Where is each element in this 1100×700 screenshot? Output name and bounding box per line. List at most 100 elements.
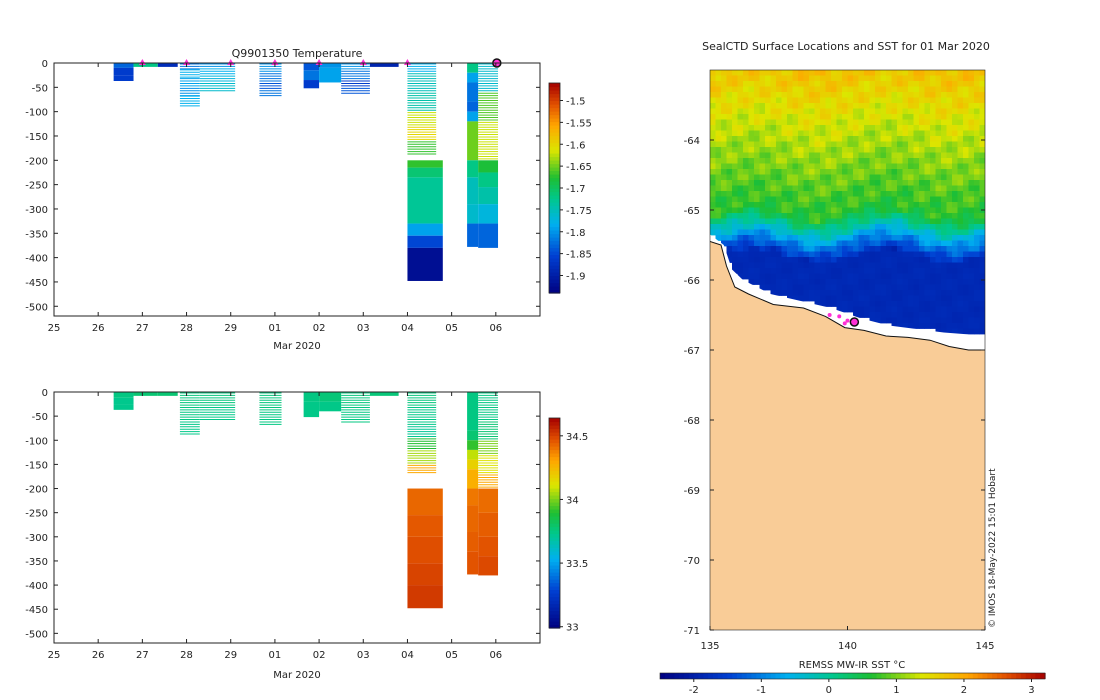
sst-cell (941, 108, 947, 115)
sst-cell (853, 279, 859, 285)
sst-cell (792, 251, 799, 258)
sst-cell (974, 268, 980, 274)
sst-cell (902, 180, 909, 186)
profile-cell (467, 459, 479, 470)
sst-cell (847, 174, 854, 181)
sst-cell (891, 213, 898, 219)
sst-cell (869, 92, 876, 98)
sst-cell (737, 136, 744, 142)
sst-cell (864, 136, 870, 142)
sst-cell (891, 229, 898, 236)
sst-cell (886, 114, 892, 120)
sst-cell (710, 108, 716, 115)
sst-cell (721, 202, 727, 208)
sst-cell (825, 273, 832, 280)
sst-cell (792, 169, 799, 175)
sst-cell (710, 103, 716, 109)
sst-cell (952, 268, 958, 274)
sst-cell (974, 114, 980, 120)
sst-cell (864, 97, 870, 104)
sst-cell (930, 196, 936, 203)
sst-cell (726, 75, 733, 82)
sst-cell (787, 119, 793, 126)
sst-cell (820, 119, 826, 126)
sst-cell (781, 86, 788, 93)
sst-cell (902, 312, 909, 318)
sst-colorbar-swatch (982, 673, 988, 679)
sst-cell (831, 279, 837, 285)
sst-cell (765, 130, 771, 137)
sst-cell (919, 317, 925, 324)
sst-cell (935, 152, 942, 159)
sst-cell (913, 196, 920, 203)
sst-cell (957, 290, 964, 296)
sst-cell (935, 180, 942, 186)
sst-cell (886, 257, 892, 263)
sst-cell (715, 92, 722, 98)
sst-cell (891, 207, 898, 214)
sst-cell (880, 235, 887, 241)
sst-cell (787, 240, 793, 247)
sst-cell (963, 235, 969, 241)
sst-cell (792, 163, 799, 170)
sst-cell (864, 284, 870, 291)
sst-cell (902, 92, 909, 98)
sst-cell (880, 279, 887, 285)
sst-cell (979, 251, 985, 258)
sst-cell (864, 119, 870, 126)
sst-cell (842, 295, 848, 302)
sst-cell (913, 103, 920, 109)
sst-cell (765, 92, 771, 98)
sst-cell (809, 114, 815, 120)
sst-cell (864, 202, 870, 208)
sst-cell (776, 158, 782, 164)
sst-cell (820, 125, 826, 131)
colorbar-swatch (549, 568, 560, 573)
sst-cell (941, 213, 947, 219)
sst-cell (979, 169, 985, 175)
sst-cell (946, 317, 953, 324)
colorbar-swatch (549, 198, 560, 203)
profile-cell (467, 392, 479, 431)
sst-cell (853, 312, 859, 318)
sst-cell (913, 229, 920, 236)
sst-colorbar-swatch (746, 673, 753, 679)
sst-cell (743, 262, 749, 269)
sst-cell (803, 174, 810, 181)
sst-cell (770, 207, 777, 214)
sst-cell (836, 92, 843, 98)
sst-cell (847, 191, 854, 197)
sst-cell (831, 81, 837, 87)
sst-cell (820, 114, 826, 120)
sst-cell (770, 119, 777, 126)
sst-cell (853, 81, 859, 87)
sst-cell (732, 86, 738, 93)
sst-cell (710, 169, 716, 175)
sst-cell (891, 152, 898, 159)
sst-cell (908, 191, 914, 197)
sst-cell (814, 158, 821, 164)
sst-cell (869, 103, 876, 109)
sst-cell (737, 235, 744, 241)
sst-cell (743, 257, 749, 263)
sst-cell (759, 191, 766, 197)
sst-colorbar-swatch (823, 673, 830, 679)
sst-cell (946, 213, 953, 219)
sst-cell (897, 191, 903, 197)
sst-cell (924, 301, 931, 307)
sst-cell (831, 290, 837, 296)
sst-cell (710, 92, 716, 98)
sst-cell (853, 103, 859, 109)
sst-cell (792, 92, 799, 98)
sst-cell (787, 185, 793, 192)
sst-cell (952, 180, 958, 186)
colorbar-swatch (549, 111, 560, 116)
sst-cell (754, 235, 760, 241)
sst-cell (847, 240, 854, 247)
sst-cell (803, 240, 810, 247)
sst-cell (913, 213, 920, 219)
sst-cell (792, 213, 799, 219)
sst-cell (902, 240, 909, 247)
sst-cell (946, 257, 953, 263)
profile-cell (467, 488, 479, 506)
